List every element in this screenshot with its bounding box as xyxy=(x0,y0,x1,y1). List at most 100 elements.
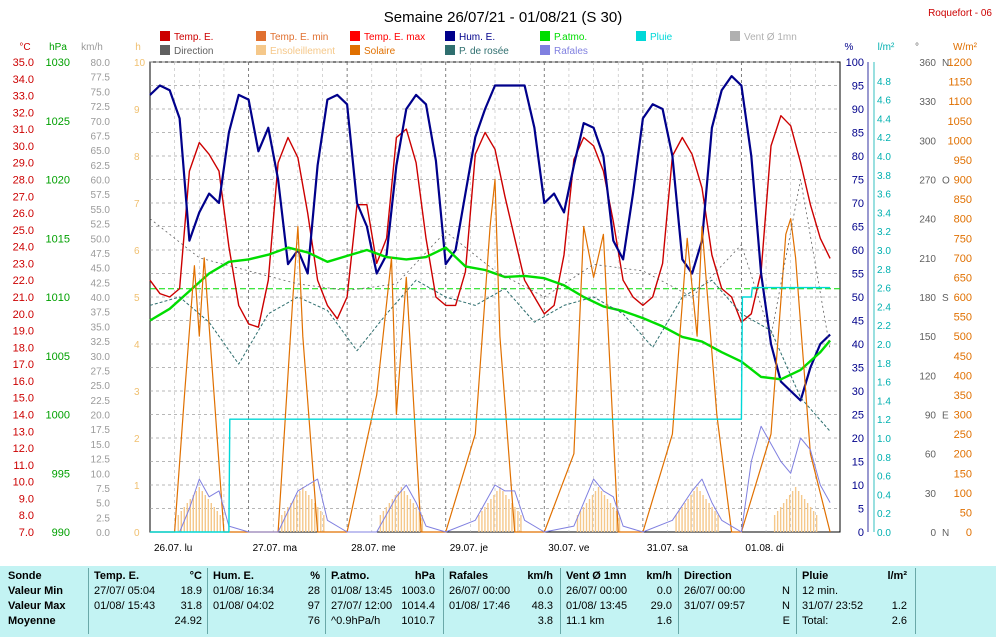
axis-tick-solar: 250 xyxy=(954,429,972,441)
axis-tick-temp: 14.0 xyxy=(13,410,34,422)
axis-tick-sun: 5 xyxy=(134,293,140,304)
x-day-label: 28.07. me xyxy=(351,543,396,554)
axis-tick-temp: 17.0 xyxy=(13,359,34,371)
stats-header-label: Temp. E. xyxy=(94,570,140,582)
axis-tick-rain: 0.6 xyxy=(877,472,891,483)
stats-cell-value: 1.6 xyxy=(656,615,672,627)
stats-cell-when: 26/07/ 00:00 xyxy=(684,585,746,597)
axis-unit-hum: % xyxy=(845,42,854,53)
stats-header: Vent Ø 1mn km/h xyxy=(566,569,672,584)
axis-tick-rain: 2.8 xyxy=(877,265,891,276)
axis-tick-rain: 0.4 xyxy=(877,490,891,501)
stats-cell-value: 76 xyxy=(307,615,320,627)
legend-swatch xyxy=(636,31,646,41)
axis-tick-rain: 0.2 xyxy=(877,509,891,520)
axis-tick-temp: 26.0 xyxy=(13,208,34,220)
axis-tick-sun: 1 xyxy=(134,481,140,492)
axis-tick-dir: 30 xyxy=(925,489,937,500)
stats-cell-value: 29.0 xyxy=(650,600,672,612)
stats-col-gust: Rafales km/h 26/07/ 00:00 0.0 01/08/ 17:46 48… xyxy=(449,569,553,635)
axis-tick-solar: 900 xyxy=(954,175,972,187)
stats-cell-value: 0.0 xyxy=(656,585,672,597)
axis-tick-solar: 1000 xyxy=(948,135,972,147)
axis-tick-dir: 120 xyxy=(919,371,936,382)
axis-tick-hum: 50 xyxy=(852,292,864,304)
legend-label: Direction xyxy=(174,46,213,57)
stats-separator xyxy=(678,568,679,634)
axis-tick-wind: 32.5 xyxy=(91,337,111,348)
axis-cardinal: N xyxy=(942,528,949,539)
stats-header-unit: hPa xyxy=(414,570,435,582)
axis-tick-wind: 2.5 xyxy=(96,513,110,524)
stats-header-label: Vent Ø 1mn xyxy=(566,570,627,582)
legend-label: Temp. E. min xyxy=(270,32,328,43)
stats-cell-when: 11.1 km xyxy=(566,615,605,627)
axis-tick-press: 1015 xyxy=(46,233,70,245)
axis-tick-temp: 30.0 xyxy=(13,141,34,153)
stats-cell-when: 01/08/ 13:45 xyxy=(566,600,628,612)
stats-cell-value: 1.2 xyxy=(891,600,907,612)
axis-cardinal: S xyxy=(942,293,949,304)
stats-header-label: Rafales xyxy=(449,570,489,582)
legend-label: Rafales xyxy=(554,46,588,57)
axis-tick-temp: 20.0 xyxy=(13,309,34,321)
axis-tick-rain: 1.0 xyxy=(877,434,891,445)
stats-header-label: Sonde xyxy=(8,570,42,582)
axis-tick-press: 1020 xyxy=(46,175,70,187)
axis-tick-wind: 80.0 xyxy=(91,58,111,69)
stats-row-label-text: Moyenne xyxy=(8,615,56,627)
stats-col-sonde: Sonde Valeur Min Valeur Max Moyenne xyxy=(8,569,84,635)
axis-tick-hum: 30 xyxy=(852,386,864,398)
stats-header: Rafales km/h xyxy=(449,569,553,584)
axis-tick-wind: 12.5 xyxy=(91,455,111,466)
stats-header: Hum. E.% xyxy=(213,569,320,584)
axis-tick-sun: 0 xyxy=(134,528,140,539)
stats-header-unit: km/h xyxy=(527,570,553,582)
axis-tick-wind: 40.0 xyxy=(91,293,111,304)
x-day-label: 26.07. lu xyxy=(154,543,192,554)
axis-tick-solar: 150 xyxy=(954,468,972,480)
axis-tick-solar: 1200 xyxy=(948,57,972,69)
axis-tick-solar: 300 xyxy=(954,410,972,422)
axis-tick-hum: 15 xyxy=(852,457,864,469)
axis-tick-wind: 47.5 xyxy=(91,249,111,260)
axis-tick-temp: 19.0 xyxy=(13,326,34,338)
axis-tick-temp: 8.0 xyxy=(19,510,34,522)
axis-tick-wind: 17.5 xyxy=(91,425,111,436)
axis-tick-rain: 3.0 xyxy=(877,246,891,257)
axis-tick-temp: 16.0 xyxy=(13,376,34,388)
axis-tick-wind: 70.0 xyxy=(91,117,111,128)
axis-tick-hum: 90 xyxy=(852,104,864,116)
stats-cell-when: 27/07/ 12:00 xyxy=(331,600,393,612)
legend-swatch xyxy=(540,31,550,41)
axis-tick-solar: 700 xyxy=(954,253,972,265)
stats-row: 26/07/ 00:00 0.0 xyxy=(449,584,553,599)
legend-swatch xyxy=(160,45,170,55)
axis-unit-dir: ° xyxy=(915,42,919,53)
legend-swatch xyxy=(350,45,360,55)
axis-tick-wind: 50.0 xyxy=(91,234,111,245)
axis-tick-hum: 85 xyxy=(852,128,864,140)
axis-unit-press: hPa xyxy=(49,42,67,53)
axis-tick-rain: 1.8 xyxy=(877,359,891,370)
axis-tick-hum: 60 xyxy=(852,245,864,257)
axis-tick-solar: 350 xyxy=(954,390,972,402)
stats-cell-when: 01/08/ 17:46 xyxy=(449,600,511,612)
stats-cell-value: 1010.7 xyxy=(401,615,435,627)
stats-row: 01/08/ 16:34 28 xyxy=(213,584,320,599)
axis-tick-solar: 550 xyxy=(954,312,972,324)
axis-tick-temp: 22.0 xyxy=(13,275,34,287)
legend-label: Temp. E. max xyxy=(364,32,425,43)
axis-tick-temp: 31.0 xyxy=(13,124,34,136)
axis-tick-sun: 6 xyxy=(134,246,140,257)
axis-cardinal: E xyxy=(942,411,949,422)
stats-row: 26/07/ 00:00 N xyxy=(684,584,790,599)
legend-swatch xyxy=(256,31,266,41)
axis-tick-rain: 1.4 xyxy=(877,396,891,407)
axis-tick-temp: 13.0 xyxy=(13,426,34,438)
axis-tick-wind: 75.0 xyxy=(91,87,111,98)
axis-tick-temp: 28.0 xyxy=(13,175,34,187)
axis-tick-hum: 35 xyxy=(852,363,864,375)
stats-cell-value: N xyxy=(782,600,790,612)
axis-tick-wind: 7.5 xyxy=(96,484,110,495)
